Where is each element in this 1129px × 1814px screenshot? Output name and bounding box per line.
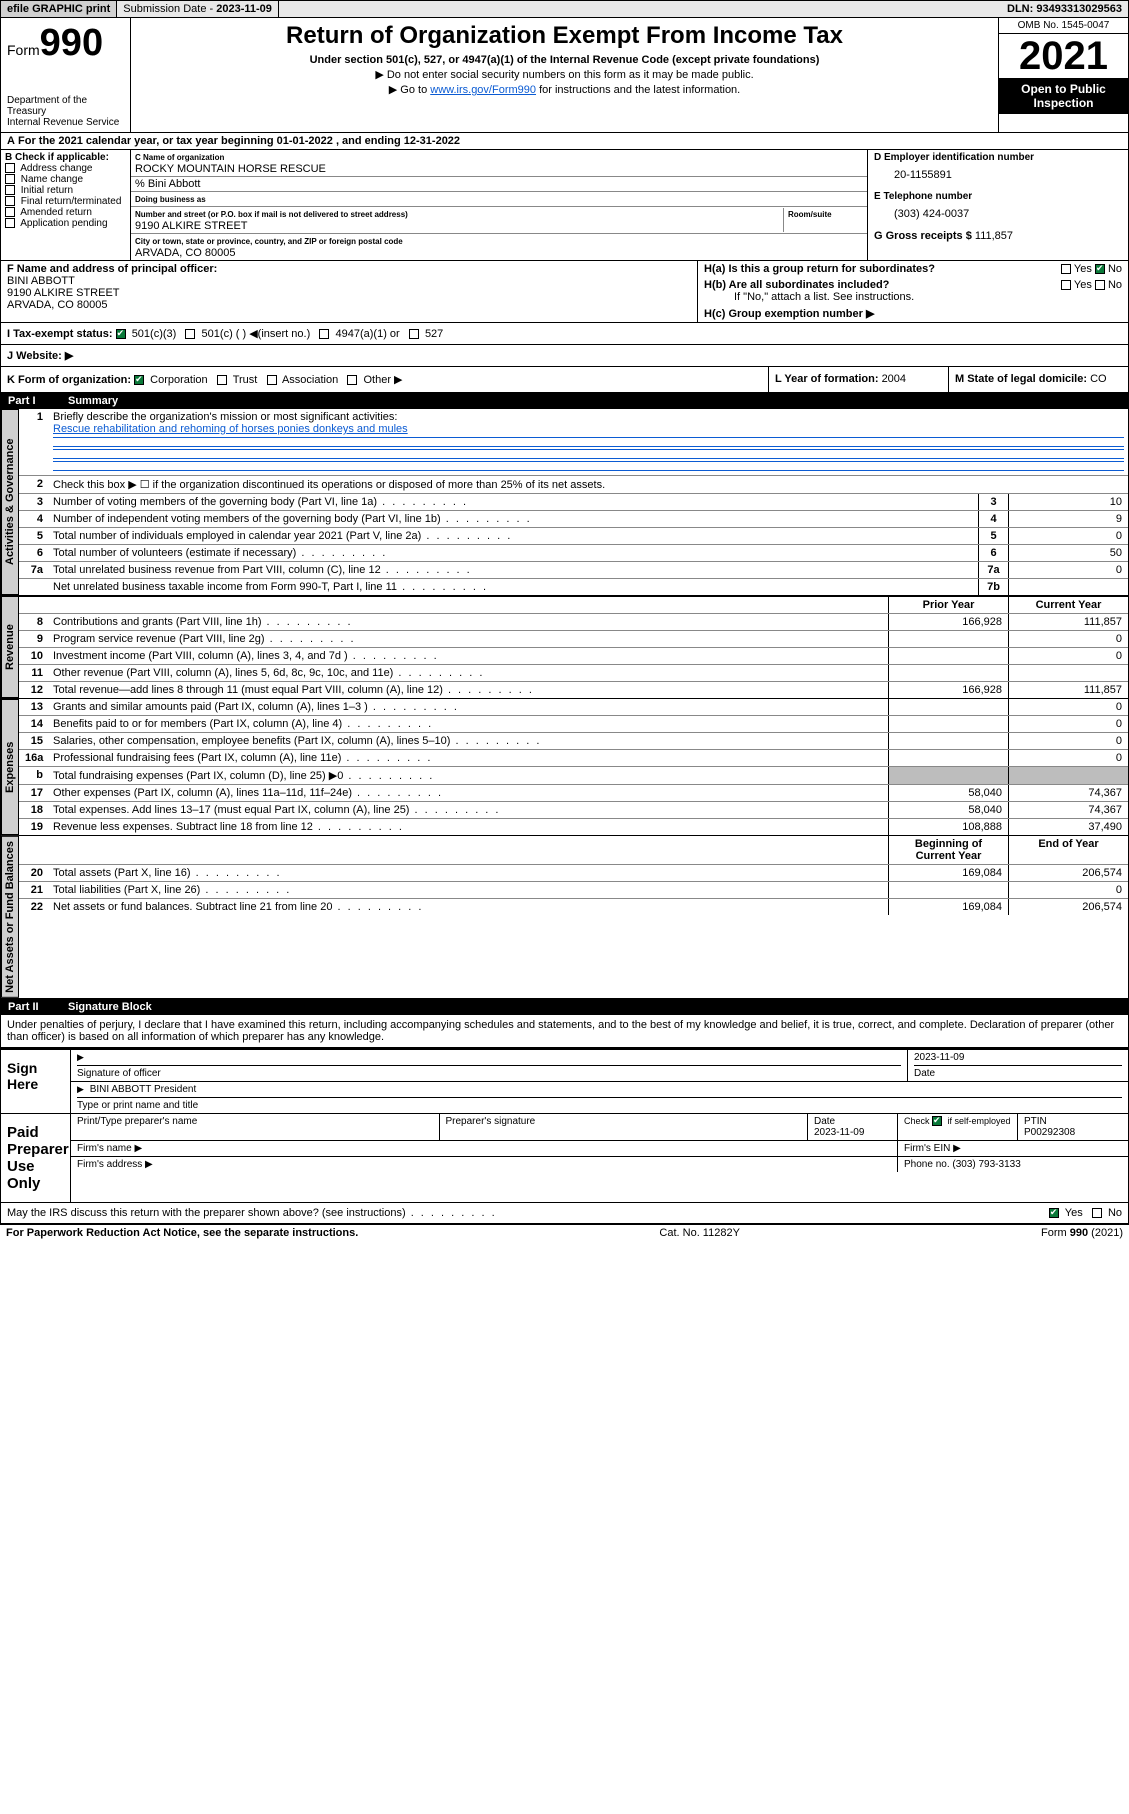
summary-row: 17Other expenses (Part IX, column (A), l… xyxy=(19,785,1128,802)
efile-print-button[interactable]: efile GRAPHIC print xyxy=(1,1,117,17)
page-footer: For Paperwork Reduction Act Notice, see … xyxy=(0,1224,1129,1241)
sign-here-block: Sign Here Signature of officer 2023-11-0… xyxy=(0,1048,1129,1114)
summary-row: 20Total assets (Part X, line 16)169,0842… xyxy=(19,865,1128,882)
tab-revenue: Revenue xyxy=(1,596,19,698)
summary-row: 7aTotal unrelated business revenue from … xyxy=(19,562,1128,579)
tab-governance: Activities & Governance xyxy=(1,409,19,595)
irs-link[interactable]: www.irs.gov/Form990 xyxy=(430,84,536,96)
declaration-text: Under penalties of perjury, I declare th… xyxy=(0,1015,1129,1048)
tab-expenses: Expenses xyxy=(1,699,19,835)
box-d-e-g: D Employer identification number 20-1155… xyxy=(868,150,1128,260)
line-k-l-m: K Form of organization: Corporation Trus… xyxy=(0,367,1129,393)
top-bar: efile GRAPHIC print Submission Date - 20… xyxy=(0,0,1129,18)
box-f: F Name and address of principal officer:… xyxy=(1,261,698,322)
identity-block: B Check if applicable: Address change Na… xyxy=(0,150,1129,261)
form-title: Return of Organization Exempt From Incom… xyxy=(141,22,988,50)
box-h: H(a) Is this a group return for subordin… xyxy=(698,261,1128,322)
box-c: C Name of organizationROCKY MOUNTAIN HOR… xyxy=(131,150,868,260)
box-b: B Check if applicable: Address change Na… xyxy=(1,150,131,260)
paid-preparer-block: Paid Preparer Use Only Print/Type prepar… xyxy=(0,1114,1129,1203)
mission-text: Rescue rehabilitation and rehoming of ho… xyxy=(53,423,408,435)
summary-row: 14Benefits paid to or for members (Part … xyxy=(19,716,1128,733)
form-title-block: Return of Organization Exempt From Incom… xyxy=(131,18,998,132)
summary-row: 9Program service revenue (Part VIII, lin… xyxy=(19,631,1128,648)
summary-row: 16aProfessional fundraising fees (Part I… xyxy=(19,750,1128,767)
summary-row: 6Total number of volunteers (estimate if… xyxy=(19,545,1128,562)
summary-row: 10Investment income (Part VIII, column (… xyxy=(19,648,1128,665)
summary-row: 3Number of voting members of the governi… xyxy=(19,494,1128,511)
summary-row: 11Other revenue (Part VIII, column (A), … xyxy=(19,665,1128,682)
box-b-item[interactable]: Final return/terminated xyxy=(5,196,126,207)
summary-row: bTotal fundraising expenses (Part IX, co… xyxy=(19,767,1128,785)
box-b-item[interactable]: Address change xyxy=(5,163,126,174)
submission-date: Submission Date - 2023-11-09 xyxy=(117,1,279,17)
tab-netassets: Net Assets or Fund Balances xyxy=(1,836,19,998)
summary-row: 15Salaries, other compensation, employee… xyxy=(19,733,1128,750)
line-i: I Tax-exempt status: 501(c)(3) 501(c) ( … xyxy=(0,323,1129,345)
tax-year-line: A For the 2021 calendar year, or tax yea… xyxy=(0,133,1129,150)
summary-row: 5Total number of individuals employed in… xyxy=(19,528,1128,545)
line-j: J Website: ▶ xyxy=(0,345,1129,367)
summary-row: 13Grants and similar amounts paid (Part … xyxy=(19,699,1128,716)
dln: DLN: 93493313029563 xyxy=(1001,1,1128,17)
officer-group-block: F Name and address of principal officer:… xyxy=(0,261,1129,323)
part-2-header: Part IISignature Block xyxy=(0,999,1129,1015)
summary-row: 21Total liabilities (Part X, line 26)0 xyxy=(19,882,1128,899)
summary-row: 18Total expenses. Add lines 13–17 (must … xyxy=(19,802,1128,819)
summary-row: 22Net assets or fund balances. Subtract … xyxy=(19,899,1128,915)
box-b-item[interactable]: Initial return xyxy=(5,185,126,196)
summary-row: 8Contributions and grants (Part VIII, li… xyxy=(19,614,1128,631)
summary-governance: Activities & Governance 1 Briefly descri… xyxy=(0,409,1129,596)
box-b-item[interactable]: Name change xyxy=(5,174,126,185)
summary-row: Net unrelated business taxable income fr… xyxy=(19,579,1128,595)
form-header: Form990 Department of the Treasury Inter… xyxy=(0,18,1129,133)
summary-row: 12Total revenue—add lines 8 through 11 (… xyxy=(19,682,1128,698)
discuss-line: May the IRS discuss this return with the… xyxy=(0,1203,1129,1224)
year-block: OMB No. 1545-0047 2021 Open to Public In… xyxy=(998,18,1128,132)
summary-expenses: Expenses 13Grants and similar amounts pa… xyxy=(0,699,1129,836)
box-b-item[interactable]: Amended return xyxy=(5,207,126,218)
box-b-item[interactable]: Application pending xyxy=(5,218,126,229)
summary-netassets: Net Assets or Fund Balances Beginning of… xyxy=(0,836,1129,999)
summary-row: 19Revenue less expenses. Subtract line 1… xyxy=(19,819,1128,835)
form-id-block: Form990 Department of the Treasury Inter… xyxy=(1,18,131,132)
part-1-header: Part ISummary xyxy=(0,393,1129,409)
summary-revenue: Revenue Prior Year Current Year 8Contrib… xyxy=(0,596,1129,699)
summary-row: 4Number of independent voting members of… xyxy=(19,511,1128,528)
